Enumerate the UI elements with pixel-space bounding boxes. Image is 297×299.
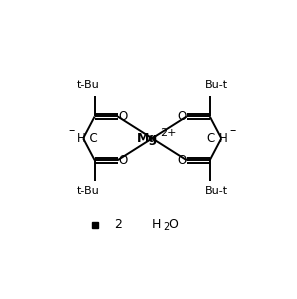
Text: –: – <box>69 124 75 137</box>
Text: Mg: Mg <box>137 132 158 145</box>
Text: –: – <box>230 124 236 137</box>
Text: O: O <box>118 154 127 167</box>
Text: C H: C H <box>207 132 228 145</box>
Text: H: H <box>152 218 162 231</box>
Text: Bu-t: Bu-t <box>205 186 228 196</box>
Text: t-Bu: t-Bu <box>76 80 99 90</box>
Text: O: O <box>168 218 178 231</box>
Text: O: O <box>177 110 186 123</box>
Text: H C: H C <box>77 132 98 145</box>
Text: Bu-t: Bu-t <box>205 80 228 90</box>
Text: 2: 2 <box>114 218 122 231</box>
Text: O: O <box>118 110 127 123</box>
Text: 2+: 2+ <box>160 128 177 138</box>
Text: 2: 2 <box>163 222 170 232</box>
Text: t-Bu: t-Bu <box>76 186 99 196</box>
Text: O: O <box>177 154 186 167</box>
